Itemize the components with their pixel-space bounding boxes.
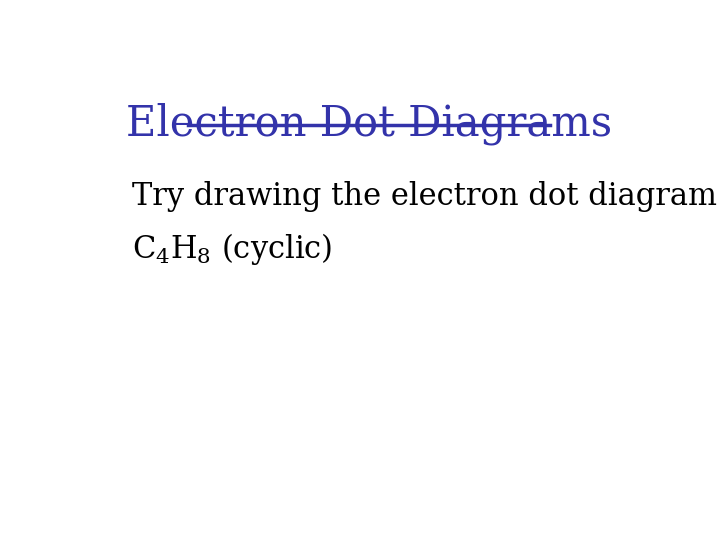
Text: $\mathregular{C_4H_8}$ (cyclic): $\mathregular{C_4H_8}$ (cyclic) [132,231,333,267]
Text: Try drawing the electron dot diagram for:: Try drawing the electron dot diagram for… [132,181,720,212]
Text: Electron Dot Diagrams: Electron Dot Diagrams [126,102,612,145]
